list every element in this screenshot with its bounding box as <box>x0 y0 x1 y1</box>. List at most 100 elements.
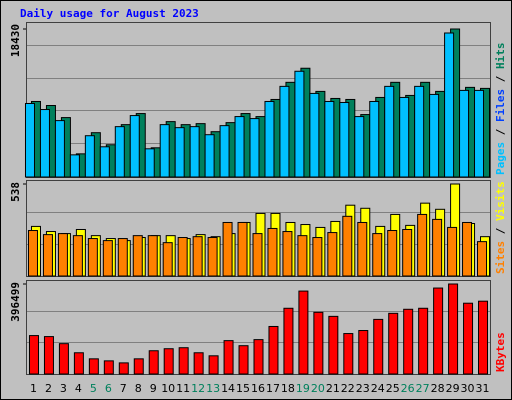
bar <box>238 345 249 375</box>
x-tick-label: 29 <box>446 382 460 395</box>
bar <box>384 85 395 178</box>
x-tick-label: 13 <box>206 382 220 395</box>
legend-entry: Hits <box>494 43 507 70</box>
bar <box>148 350 159 375</box>
y-tick-label: 18430 <box>9 24 22 57</box>
bar <box>418 307 429 375</box>
bar <box>28 335 39 375</box>
bar <box>99 146 110 178</box>
bar <box>132 235 143 277</box>
legend-entry: Pages <box>494 142 507 175</box>
x-tick-label: 2 <box>45 382 52 395</box>
bar <box>204 134 215 178</box>
bar <box>463 302 474 375</box>
bar <box>283 307 294 375</box>
y-tick-label: 396499 <box>9 282 22 322</box>
x-tick-label: 16 <box>251 382 265 395</box>
bar <box>432 218 443 277</box>
bar <box>103 360 114 375</box>
bar <box>174 127 185 178</box>
bar <box>447 226 458 277</box>
bar <box>279 85 290 178</box>
bar <box>58 343 69 375</box>
bar <box>417 213 428 277</box>
legend-separator: / <box>494 122 507 142</box>
bar <box>373 318 384 375</box>
bar <box>294 70 305 178</box>
bar <box>298 290 309 375</box>
x-tick-label: 17 <box>266 382 280 395</box>
x-tick-label: 23 <box>356 382 370 395</box>
x-tick-label: 9 <box>150 382 157 395</box>
bar <box>237 221 248 277</box>
legend-separator: / <box>494 221 507 241</box>
bar <box>189 126 200 178</box>
bar <box>54 120 65 178</box>
x-tick-label: 1 <box>30 382 37 395</box>
chart-title: Daily usage for August 2023 <box>20 7 199 20</box>
x-tick-label: 8 <box>135 382 142 395</box>
bar <box>27 230 38 277</box>
x-tick-label: 12 <box>191 382 205 395</box>
bar <box>114 126 125 178</box>
y-tick-label: 538 <box>9 182 22 202</box>
bar <box>313 311 324 375</box>
bar <box>268 325 279 375</box>
bar <box>129 115 140 178</box>
bar <box>163 348 174 375</box>
x-tick-label: 28 <box>431 382 445 395</box>
legend-entry: Visits <box>494 181 507 221</box>
x-tick-label: 15 <box>236 382 250 395</box>
bar <box>42 234 53 277</box>
bar <box>144 148 155 178</box>
bar <box>87 238 98 277</box>
legend-entry: KBytes <box>494 332 507 372</box>
bar <box>343 333 354 375</box>
x-tick-label: 4 <box>75 382 82 395</box>
bar <box>369 100 380 178</box>
bar <box>403 308 414 375</box>
x-tick-label: 5 <box>90 382 97 395</box>
bar <box>219 125 230 178</box>
x-tick-label: 30 <box>461 382 475 395</box>
x-tick-label: 19 <box>296 382 310 395</box>
bar <box>477 241 488 277</box>
x-tick-label: 31 <box>476 382 490 395</box>
bar <box>69 154 80 178</box>
bar <box>118 362 129 375</box>
x-tick-label: 27 <box>416 382 430 395</box>
bar <box>177 237 188 277</box>
x-tick-label: 25 <box>386 382 400 395</box>
bar <box>342 215 353 277</box>
legend: Sites / Visits <box>494 181 507 274</box>
x-tick-label: 7 <box>120 382 127 395</box>
bar <box>339 101 350 178</box>
legend-entry: Sites <box>494 241 507 274</box>
bar <box>253 339 264 375</box>
bar <box>312 237 323 277</box>
bar <box>252 233 263 277</box>
bar <box>414 85 425 178</box>
bar <box>249 118 260 178</box>
bar <box>297 235 308 277</box>
x-tick-label: 18 <box>281 382 295 395</box>
bar <box>234 116 245 178</box>
bar <box>462 221 473 277</box>
x-tick-label: 6 <box>105 382 112 395</box>
bar <box>354 116 365 178</box>
bar <box>223 340 234 375</box>
bar <box>309 92 320 178</box>
bar <box>324 100 335 178</box>
bar <box>358 330 369 375</box>
bar <box>193 352 204 375</box>
bar <box>178 347 189 375</box>
legend: KBytes <box>494 332 507 372</box>
x-tick-label: 24 <box>371 382 385 395</box>
x-tick-label: 14 <box>221 382 235 395</box>
bar <box>388 312 399 375</box>
x-tick-label: 20 <box>311 382 325 395</box>
bar <box>474 89 485 178</box>
x-tick-label: 11 <box>176 382 190 395</box>
x-tick-label: 3 <box>60 382 67 395</box>
